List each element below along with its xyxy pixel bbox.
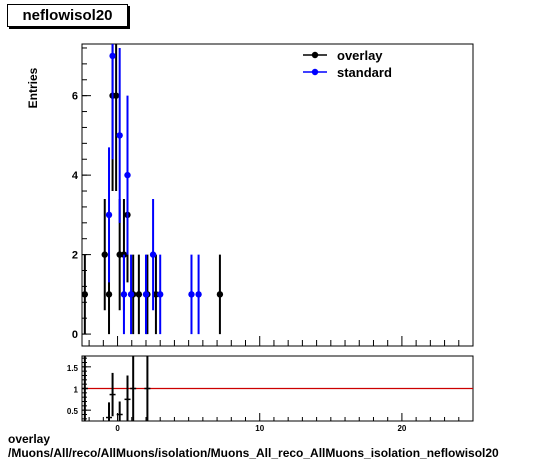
data-point xyxy=(157,291,164,298)
x-tick-label: 10 xyxy=(255,424,264,433)
data-point xyxy=(149,251,157,258)
data-point xyxy=(120,291,128,298)
data-point xyxy=(112,92,120,99)
x-tick-label: 0 xyxy=(115,424,120,433)
data-point xyxy=(105,291,113,298)
data-point xyxy=(105,211,113,219)
legend-marker xyxy=(311,51,319,59)
footer-caption: overlay /Muons/All/reco/AllMuons/isolati… xyxy=(8,432,499,460)
data-point xyxy=(142,291,150,298)
y-tick-label: 4 xyxy=(72,170,79,182)
y-tick-label: 6 xyxy=(72,91,78,103)
legend: overlay standard xyxy=(303,48,392,80)
y-tick-label: 1 xyxy=(74,386,79,395)
y-tick-label: 2 xyxy=(72,250,78,262)
footer-line-2: /Muons/All/reco/AllMuons/isolation/Muons… xyxy=(8,446,499,460)
y-tick-label: 0 xyxy=(72,329,78,341)
series-ratio xyxy=(81,356,151,421)
y-tick-label: 0.5 xyxy=(67,407,79,416)
main-plot-frame: 0 2 4 6 xyxy=(72,43,474,347)
data-point xyxy=(216,291,224,298)
data-point xyxy=(101,251,108,258)
series-standard xyxy=(105,44,202,335)
legend-marker xyxy=(311,68,319,76)
x-tick-label: 20 xyxy=(397,424,406,433)
y-tick-label: 1.5 xyxy=(67,364,79,373)
data-point xyxy=(127,291,135,298)
page-title: neflowisol20 xyxy=(7,4,128,27)
legend-label: overlay xyxy=(337,48,383,63)
data-point xyxy=(109,52,116,60)
y-axis-label: Entries xyxy=(26,67,40,108)
ratio-plot-frame: 0.5 1 1.5 0 10 20 xyxy=(67,355,474,433)
data-point xyxy=(124,171,131,179)
data-point xyxy=(188,291,195,298)
data-point xyxy=(81,291,89,298)
data-point xyxy=(195,291,202,298)
plot-area-border xyxy=(81,43,474,347)
data-point xyxy=(135,291,143,298)
footer-line-1: overlay xyxy=(8,432,51,446)
legend-label: standard xyxy=(337,65,392,80)
data-point xyxy=(116,132,123,139)
